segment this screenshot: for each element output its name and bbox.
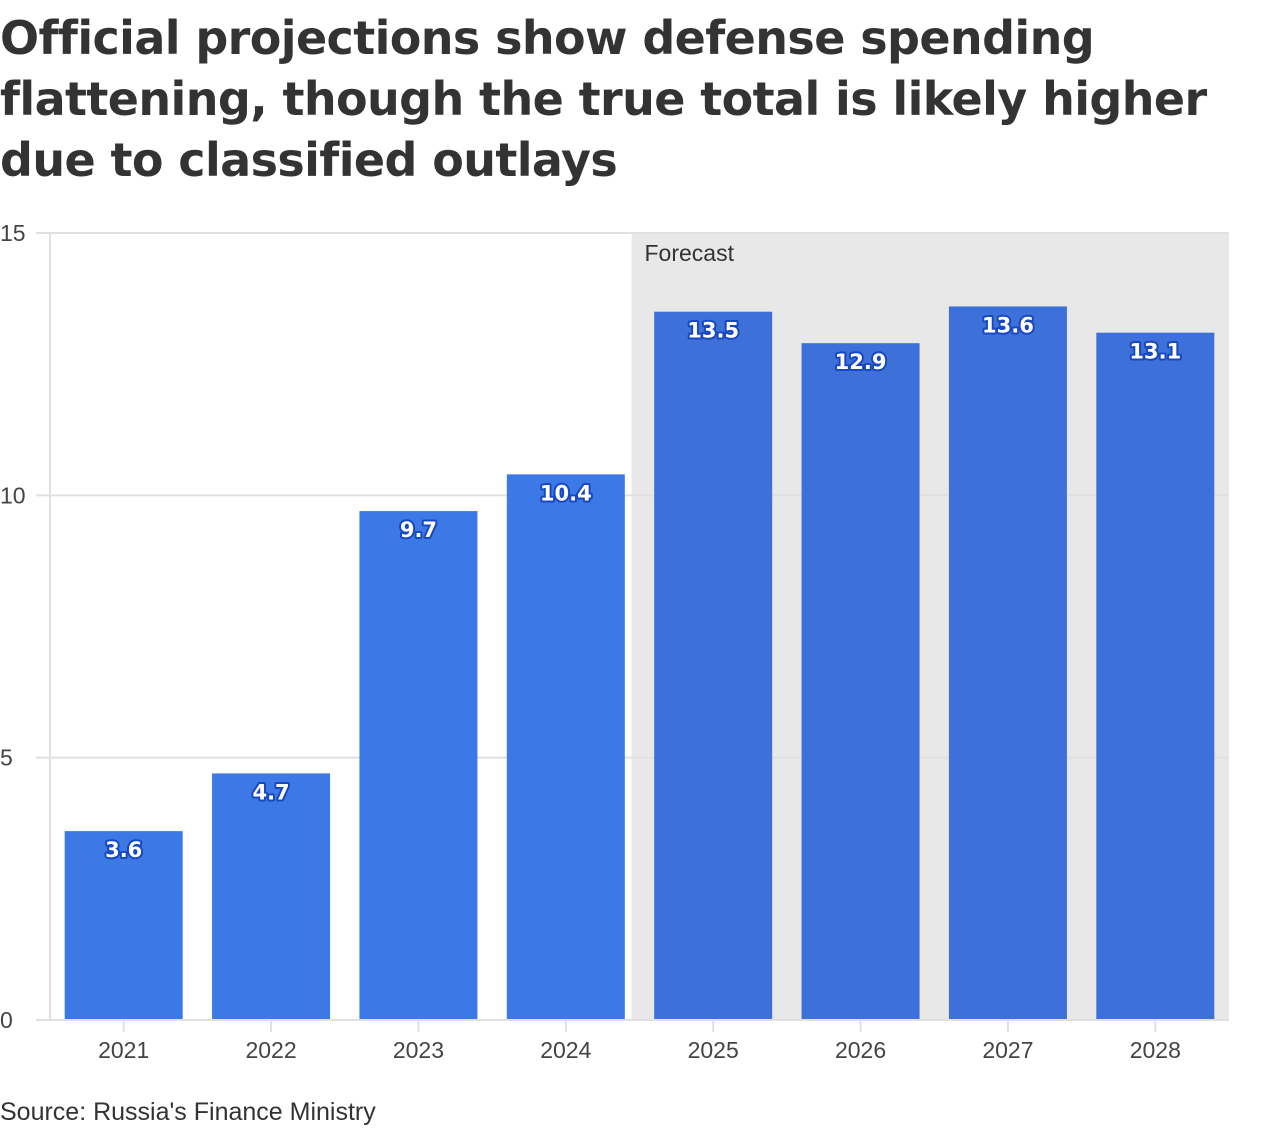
bar-2025 <box>654 311 773 1020</box>
value-label-2025: 13.5 <box>687 319 739 343</box>
x-tick-label-2026: 2026 <box>835 1037 886 1063</box>
value-labels: 3.6 4.7 9.7 10.4 13.5 12.9 13.6 13.1 <box>103 311 1183 864</box>
bar-2026 <box>801 343 920 1020</box>
bar-2021 <box>64 831 183 1020</box>
y-tick-label: 0 <box>0 1007 13 1033</box>
x-tick-label-2022: 2022 <box>245 1037 296 1063</box>
value-label-2027: 13.6 <box>982 313 1034 337</box>
bars <box>64 306 1215 1021</box>
forecast-label: Forecast <box>645 240 735 266</box>
bar-2023 <box>359 511 478 1020</box>
bar-2028 <box>1096 332 1215 1021</box>
value-label-2021: 3.6 <box>105 838 142 862</box>
x-tick-label-2025: 2025 <box>688 1037 739 1063</box>
x-tick-label-2023: 2023 <box>393 1037 444 1063</box>
x-tick-label-2021: 2021 <box>98 1037 149 1063</box>
value-label-2023: 9.7 <box>400 518 437 542</box>
axes: 0 5 10 15 2021 2022 2023 2024 2025 2026 2027 2028 <box>0 220 1229 1063</box>
x-tick-label-2027: 2027 <box>982 1037 1033 1063</box>
y-tick-label: 15 <box>0 220 26 246</box>
source-note: Source: Russia's Finance Ministry <box>0 1098 376 1126</box>
bar-2024 <box>506 474 625 1020</box>
value-label-2028: 13.1 <box>1129 340 1181 364</box>
value-label-2026: 12.9 <box>835 350 887 374</box>
y-tick-label: 5 <box>0 745 13 771</box>
bar-2022 <box>212 773 331 1020</box>
y-tick-label: 10 <box>0 482 26 508</box>
bar-2027 <box>948 306 1067 1020</box>
x-tick-label-2028: 2028 <box>1130 1037 1181 1063</box>
value-label-2024: 10.4 <box>540 481 592 505</box>
chart-title: Official projections show defense spendi… <box>0 11 1207 187</box>
x-tick-label-2024: 2024 <box>540 1037 591 1063</box>
value-label-2022: 4.7 <box>252 780 289 804</box>
